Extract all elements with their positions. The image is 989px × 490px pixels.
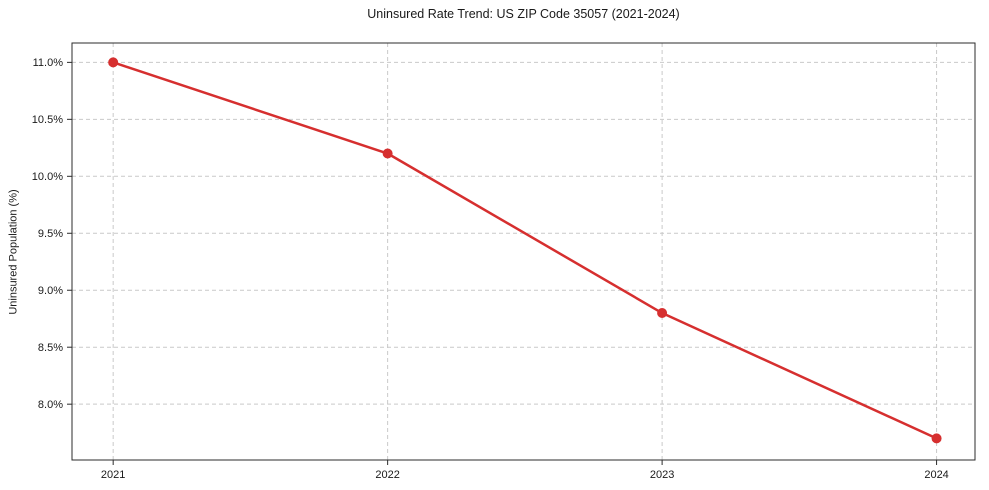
y-tick-label: 8.5% — [38, 342, 63, 354]
plot-frame — [71, 42, 976, 461]
x-tick-label: 2023 — [650, 469, 674, 481]
y-tick-label: 10.0% — [32, 171, 63, 183]
y-tick-label: 9.0% — [38, 285, 63, 297]
y-tick-label: 11.0% — [33, 57, 64, 69]
x-tick-label: 2022 — [375, 469, 399, 481]
x-tick-label: 2024 — [924, 469, 948, 481]
y-tick-label: 8.0% — [38, 399, 63, 411]
data-point — [382, 148, 393, 159]
trend-line — [111, 61, 938, 440]
chart-title: Uninsured Rate Trend: US ZIP Code 35057 … — [367, 7, 680, 21]
y-tick-label: 9.5% — [38, 228, 63, 240]
y-tick-label: 10.5% — [32, 114, 63, 126]
data-point — [657, 308, 668, 319]
x-tick-label: 2021 — [101, 469, 125, 481]
data-point — [108, 57, 119, 68]
data-point — [931, 433, 942, 444]
